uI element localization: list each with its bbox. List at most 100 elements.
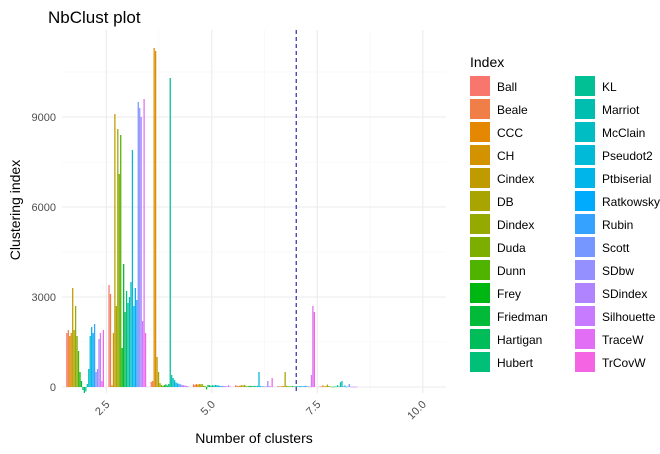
bar (313, 312, 315, 387)
bar (348, 384, 350, 387)
bar (163, 385, 166, 387)
bar (178, 383, 180, 387)
bar (304, 385, 307, 387)
bar (341, 381, 343, 387)
bar (278, 386, 280, 387)
bar (309, 386, 311, 388)
bar (108, 285, 110, 387)
legend-label: Rubin (602, 218, 633, 232)
legend-label: Scott (602, 241, 630, 255)
bar (285, 385, 288, 387)
bar (200, 384, 202, 387)
bar (310, 375, 313, 387)
legend-swatch (470, 76, 490, 96)
legend-swatch (575, 191, 595, 211)
bar (184, 385, 186, 387)
bar (210, 385, 212, 387)
bar (89, 336, 91, 387)
legend-label: CH (497, 149, 514, 163)
bar (287, 386, 289, 387)
bar (67, 330, 69, 387)
bar (226, 386, 228, 387)
bar (236, 385, 238, 387)
bar (136, 300, 138, 387)
bar (127, 303, 129, 387)
bar (198, 384, 200, 387)
legend-label: Silhouette (602, 310, 656, 324)
bar (245, 385, 247, 387)
bar (224, 386, 227, 387)
bar (344, 385, 346, 387)
legend-label: TraceW (602, 333, 644, 347)
legend-swatch (575, 145, 595, 165)
x-axis-title: Number of clusters (195, 430, 312, 446)
y-axis-title: Clustering index (7, 160, 23, 260)
bar (248, 386, 250, 387)
bar (93, 324, 96, 387)
bar (291, 386, 294, 387)
bar (271, 378, 273, 387)
x-tick-label: 5.0 (199, 399, 218, 418)
bar (302, 386, 304, 387)
bar (152, 381, 154, 387)
bar (201, 384, 203, 387)
bar (261, 386, 263, 387)
legend-label: Ratkowsky (602, 195, 660, 209)
bar (76, 336, 78, 387)
bar (74, 306, 77, 387)
bar (156, 357, 158, 387)
x-tick-labels: 2.5 5.0 7.5 10.0 (93, 399, 429, 423)
bar (204, 386, 206, 387)
y-tick-labels: 0 3000 6000 9000 (32, 112, 56, 394)
legend-swatch (470, 99, 490, 119)
bar (111, 385, 113, 387)
legend-label: Dunn (497, 264, 526, 278)
bar (223, 386, 225, 387)
bar (297, 386, 299, 387)
legend-label: Cindex (497, 172, 534, 186)
bar (339, 382, 342, 387)
bar (175, 382, 177, 387)
bar (79, 372, 81, 387)
chart-title: NbClust plot (48, 8, 141, 27)
legend-swatch (575, 237, 595, 257)
bar (227, 385, 230, 387)
bar (143, 99, 145, 387)
legend-label: Dindex (497, 218, 534, 232)
bar (216, 385, 218, 387)
bar (117, 129, 119, 387)
bar (342, 386, 345, 387)
bars-layer (66, 48, 358, 393)
y-tick-label: 0 (50, 382, 56, 394)
bar (197, 384, 199, 387)
legend-label: SDbw (602, 264, 634, 278)
legend-swatch (575, 352, 595, 372)
legend-swatch (470, 329, 490, 349)
legend-title: Index (470, 54, 504, 70)
y-tick-label: 9000 (32, 112, 56, 124)
bar (259, 386, 262, 387)
legend-swatch (470, 145, 490, 165)
bar (294, 386, 296, 387)
legend-swatch (470, 237, 490, 257)
bar (112, 333, 115, 387)
bar (334, 386, 336, 387)
bar (124, 312, 126, 387)
legend-label: Hubert (497, 356, 534, 370)
bar (142, 321, 144, 387)
legend-label: CCC (497, 126, 523, 140)
legend-swatch (575, 168, 595, 188)
bar (281, 386, 283, 387)
bar (300, 386, 302, 387)
legend-label: KL (602, 80, 617, 94)
bar (133, 306, 135, 387)
legend-swatch (470, 214, 490, 234)
bar (293, 386, 295, 387)
bar (137, 102, 139, 387)
bar (92, 333, 94, 387)
bar (205, 387, 208, 390)
bar (171, 375, 173, 387)
legend-swatch (470, 352, 490, 372)
bar (70, 333, 72, 387)
bar (312, 306, 314, 387)
